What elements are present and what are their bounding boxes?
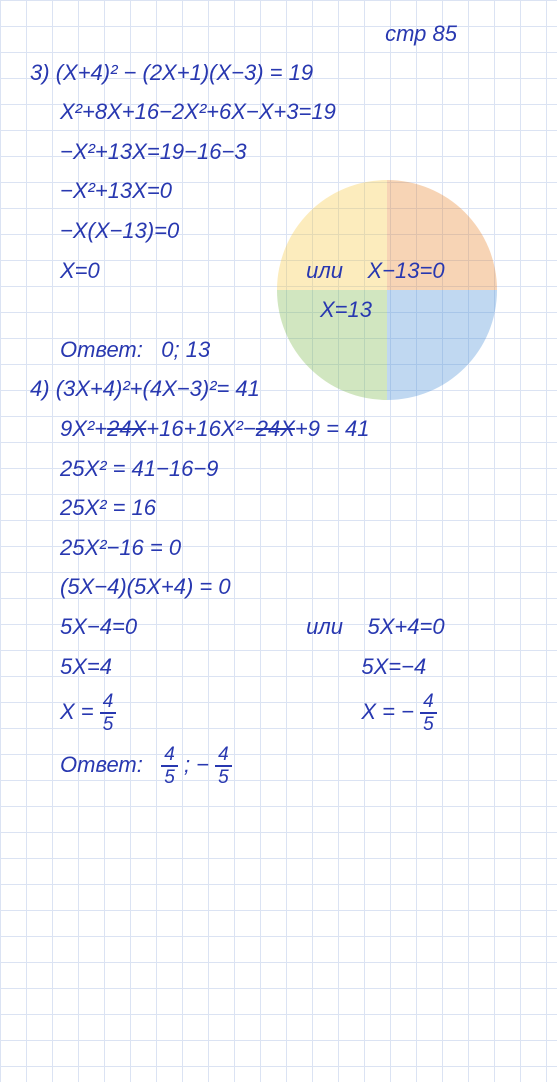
problem3-eq-text: (X+4)² − (2X+1)(X−3) = 19 xyxy=(56,60,313,85)
p4-step1b-struck: 24X xyxy=(107,416,146,441)
p4-step1e: +9 = 41 xyxy=(295,416,370,441)
sol-b3-prefix: X = − xyxy=(361,699,414,724)
fraction-4-5-b: 4 5 xyxy=(420,692,437,734)
problem4-step5: (5X−4)(5X+4) = 0 xyxy=(30,573,527,602)
ans-frac-num-1: 4 xyxy=(161,745,178,767)
answer-label: Ответ: xyxy=(60,337,143,362)
problem3-step1: X²+8X+16−2X²+6X−X+3=19 xyxy=(30,98,527,127)
problem4-number: 4) xyxy=(30,376,50,401)
problem4-sol-a2: 5X=4 xyxy=(60,653,300,682)
ans-frac-den-2: 5 xyxy=(215,767,232,787)
problem4-sol-a3: X = 4 5 xyxy=(60,692,300,734)
connector-or-2: или xyxy=(306,614,343,639)
p4-step1c: +16+16X²− xyxy=(146,416,255,441)
ans-frac-den-1: 5 xyxy=(161,767,178,787)
problem3-equation: 3) (X+4)² − (2X+1)(X−3) = 19 xyxy=(30,59,527,88)
problem4-step4: 25X²−16 = 0 xyxy=(30,534,527,563)
problem4-equation: 4) (3X+4)²+(4X−3)²= 41 xyxy=(30,375,527,404)
frac-num: 4 xyxy=(100,692,117,714)
problem4-eq-text: (3X+4)²+(4X−3)²= 41 xyxy=(56,376,260,401)
problem4-step3: 25X² = 16 xyxy=(30,494,527,523)
frac-den-b: 5 xyxy=(420,714,437,734)
problem3-step2: −X²+13X=19−16−3 xyxy=(30,138,527,167)
answer-frac-1: 4 5 xyxy=(161,745,178,787)
frac-num-b: 4 xyxy=(420,692,437,714)
ans-frac-num-2: 4 xyxy=(215,745,232,767)
page-number: стр 85 xyxy=(30,20,527,49)
problem3-step4: −X(X−13)=0 xyxy=(30,217,527,246)
problem4-answer: Ответ: 4 5 ; − 4 5 xyxy=(30,745,527,787)
answer-frac-2: 4 5 xyxy=(215,745,232,787)
notebook-content: стр 85 3) (X+4)² − (2X+1)(X−3) = 19 X²+8… xyxy=(0,0,557,818)
p4-step1a: 9X²+ xyxy=(60,416,107,441)
problem4-sol-b1: 5X+4=0 xyxy=(368,614,445,639)
problem4-solutions-row3: X = 4 5 или X = − 4 5 xyxy=(30,692,527,734)
answer-separator: ; − xyxy=(184,752,209,777)
problem4-solutions-row1: 5X−4=0 или 5X+4=0 xyxy=(30,613,527,642)
problem3-sol-a: X=0 xyxy=(60,257,300,286)
problem3-step3: −X²+13X=0 xyxy=(30,177,527,206)
fraction-4-5-a: 4 5 xyxy=(100,692,117,734)
problem3-solutions-row1: X=0 или X−13=0 xyxy=(30,257,527,286)
answer-label-2: Ответ: xyxy=(60,752,143,777)
problem4-sol-a1: 5X−4=0 xyxy=(60,613,300,642)
problem3-sol-b2: X=13 xyxy=(30,296,527,325)
problem4-step1: 9X²+24X+16+16X²−24X+9 = 41 xyxy=(30,415,527,444)
problem3-answer-value: 0; 13 xyxy=(161,337,210,362)
problem4-step2: 25X² = 41−16−9 xyxy=(30,455,527,484)
problem3-number: 3) xyxy=(30,60,50,85)
frac-den: 5 xyxy=(100,714,117,734)
problem4-sol-b2: 5X=−4 xyxy=(361,654,426,679)
problem3-answer: Ответ: 0; 13 xyxy=(30,336,527,365)
problem3-sol-b1: X−13=0 xyxy=(368,258,445,283)
connector-or: или xyxy=(306,258,343,283)
p4-step1d-struck: 24X xyxy=(256,416,295,441)
problem4-solutions-row2: 5X=4 или 5X=−4 xyxy=(30,653,527,682)
problem4-sol-b3: X = − 4 5 xyxy=(361,699,436,724)
sol-a3-prefix: X = xyxy=(60,699,100,724)
